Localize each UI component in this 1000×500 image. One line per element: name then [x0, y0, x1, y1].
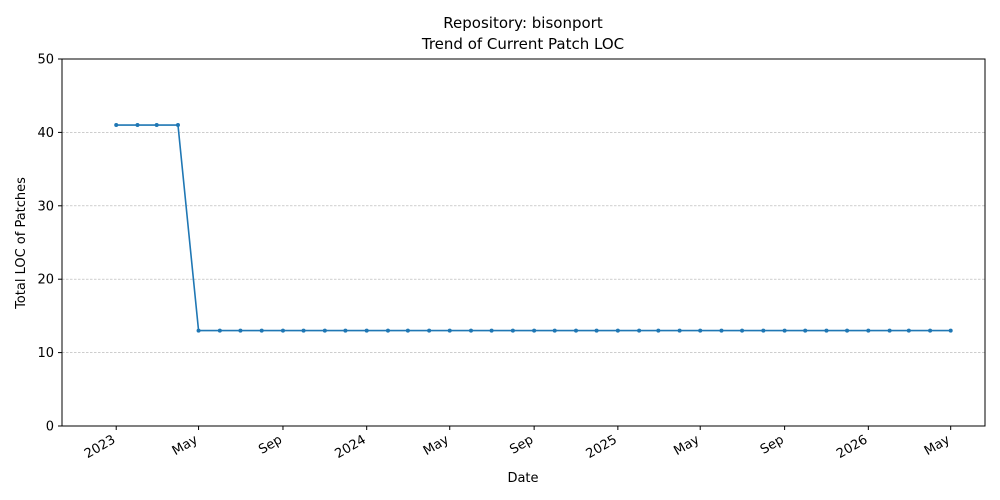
x-tick-label: May: [170, 432, 201, 459]
x-tick-label: May: [421, 432, 452, 459]
data-point: [740, 328, 745, 333]
data-point: [469, 328, 474, 333]
chart-title: Repository: bisonport: [443, 14, 603, 32]
data-point: [824, 328, 829, 333]
data-point: [301, 328, 306, 333]
y-tick-label: 50: [37, 53, 54, 68]
y-tick-label: 10: [37, 346, 54, 361]
data-point: [928, 328, 933, 333]
data-point: [615, 328, 620, 333]
x-tick-label: Sep: [256, 432, 285, 457]
data-point: [238, 328, 243, 333]
data-point: [698, 328, 703, 333]
x-tick-label: Sep: [507, 432, 536, 457]
x-tick-label: 2025: [584, 432, 620, 462]
data-point: [175, 123, 180, 128]
data-point: [866, 328, 871, 333]
data-point: [114, 123, 119, 128]
x-tick-label: Sep: [758, 432, 787, 457]
y-tick-label: 40: [37, 126, 54, 141]
data-point: [322, 328, 327, 333]
data-point: [906, 328, 911, 333]
data-point: [217, 328, 222, 333]
y-axis: 0 10 20 30 40 50: [37, 53, 62, 435]
data-point: [887, 328, 892, 333]
y-tick-label: 0: [46, 420, 54, 435]
data-point: [552, 328, 557, 333]
data-point: [489, 328, 494, 333]
plot-frame: [61, 58, 986, 427]
data-point: [845, 328, 850, 333]
data-point: [135, 123, 140, 128]
chart-subtitle: Trend of Current Patch LOC: [421, 35, 624, 53]
data-point: [761, 328, 766, 333]
data-point: [677, 328, 682, 333]
y-axis-title: Total LOC of Patches: [14, 177, 29, 310]
series-layer: [114, 123, 953, 333]
series-line: [116, 124, 951, 332]
data-point: [948, 328, 953, 333]
data-point: [364, 328, 369, 333]
data-point: [532, 328, 537, 333]
data-point: [719, 328, 724, 333]
data-point: [196, 328, 201, 333]
data-point: [573, 328, 578, 333]
grid-lines: [62, 132, 985, 353]
data-point: [343, 328, 348, 333]
x-tick-label: 2026: [834, 432, 870, 462]
data-point: [594, 328, 599, 333]
data-point: [405, 328, 410, 333]
data-point: [782, 328, 787, 333]
x-tick-label: May: [671, 432, 702, 459]
x-tick-label: May: [922, 432, 953, 459]
data-point: [803, 328, 808, 333]
data-point: [259, 328, 264, 333]
data-point: [447, 328, 452, 333]
x-axis: 2023 May Sep 2024 May Sep 2025 May Sep 2026 May: [82, 426, 953, 462]
y-tick-label: 30: [37, 199, 54, 214]
x-axis-title: Date: [507, 471, 538, 486]
data-point: [385, 328, 390, 333]
x-tick-label: 2024: [333, 432, 369, 462]
data-point: [656, 328, 661, 333]
y-tick-label: 20: [37, 273, 54, 288]
data-point: [637, 328, 642, 333]
x-tick-label: 2023: [82, 432, 118, 462]
data-point: [154, 123, 159, 128]
data-point: [510, 328, 515, 333]
data-point: [427, 328, 432, 333]
data-point: [280, 328, 285, 333]
